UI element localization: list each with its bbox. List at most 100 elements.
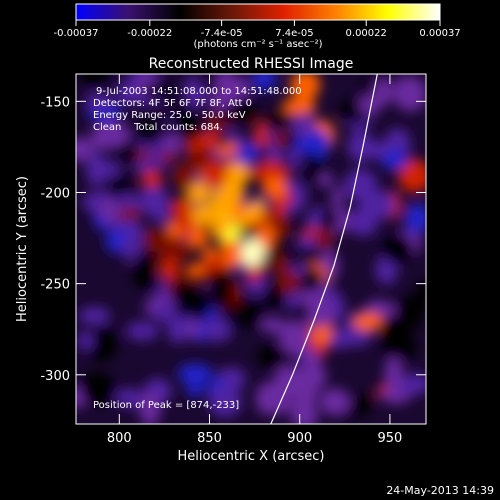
heatmap-blob: [170, 105, 196, 132]
heatmap-blob: [278, 270, 300, 294]
heatmap-blob: [143, 82, 176, 100]
heatmap-blob: [188, 225, 208, 249]
heatmap-blob: [394, 78, 424, 97]
heatmap-blob: [174, 235, 186, 263]
heatmap-blob: [273, 365, 306, 395]
x-tick-label: 850: [197, 431, 222, 446]
heatmap-blob: [151, 202, 170, 222]
heatmap-peak: [240, 238, 265, 267]
heatmap-blob: [178, 210, 194, 235]
heatmap-blob: [224, 76, 251, 103]
heatmap-blob: [205, 256, 225, 272]
heatmap-blob: [173, 164, 196, 190]
heatmap-blob: [290, 401, 319, 424]
heatmap-blob: [217, 110, 228, 127]
heatmap-blob: [319, 388, 350, 416]
heatmap-blob: [285, 289, 299, 310]
heatmap-blob: [201, 162, 228, 188]
heatmap-blob: [216, 131, 230, 148]
y-tick-label: -200: [40, 186, 70, 201]
y-tick-label: -300: [40, 369, 70, 384]
heatmap-blob: [157, 238, 176, 263]
heatmap-blob: [358, 140, 390, 159]
heatmap-blob: [256, 344, 290, 369]
heatmap-blob: [185, 315, 200, 340]
heatmap-blob: [208, 93, 233, 110]
heatmap-blob: [381, 234, 414, 265]
heatmap-blob: [274, 253, 289, 277]
heatmap-blob: [115, 388, 144, 408]
x-tick-label: 900: [287, 431, 312, 446]
heatmap-blob: [152, 303, 176, 323]
heatmap-blob: [186, 183, 212, 204]
heatmap-blob: [301, 349, 321, 366]
heatmap-blob: [78, 74, 110, 86]
heatmap-blob: [290, 74, 321, 100]
heatmap-blob: [415, 278, 426, 302]
heatmap-blob: [205, 329, 232, 341]
heatmap-blob: [186, 372, 204, 399]
heatmap-blob: [389, 312, 423, 331]
x-axis-ticks: 800 850 900 950: [107, 74, 402, 446]
colorbar-gradient: [75, 3, 441, 21]
info-line-2: Detectors: 4F 5F 6F 7F 8F, Att 0: [93, 98, 252, 109]
colorbar-tick-label: 0.00037: [419, 28, 460, 39]
heatmap-blob: [229, 97, 257, 123]
colorbar-tick-label: 0.00022: [346, 28, 387, 39]
heatmap-blob: [193, 288, 212, 316]
peak-position-label: Position of Peak = [874,-233]: [93, 400, 239, 411]
heatmap-blob: [76, 331, 94, 351]
heatmap-blob: [296, 290, 321, 304]
heatmap-blob: [384, 356, 403, 392]
heatmap-blob: [242, 205, 259, 223]
heatmap-blob: [254, 120, 269, 148]
colorbar-tick-label: -0.00022: [127, 28, 172, 39]
heatmap-blob: [228, 163, 250, 185]
heatmap-blob: [278, 320, 311, 357]
heatmap-blob: [167, 315, 189, 344]
heatmap-blob: [171, 281, 194, 306]
heatmap-blob: [258, 260, 273, 275]
heatmap-blob: [163, 132, 183, 155]
info-line-4: Clean Total counts: 684.: [93, 122, 223, 133]
heatmap-blob: [294, 127, 331, 162]
plot-frame: [75, 73, 427, 425]
heatmap-blob: [317, 173, 334, 187]
x-tick-label: 950: [378, 431, 403, 446]
heatmap-blob: [218, 196, 236, 216]
heatmap-blob: [281, 97, 317, 115]
heatmap-blob: [209, 277, 234, 306]
heatmap-blob: [352, 312, 384, 331]
chart-title: Reconstructed RHESSI Image: [149, 56, 354, 72]
heatmap-blob: [262, 176, 287, 199]
heatmap-blob: [117, 207, 142, 221]
heatmap-blob: [79, 371, 115, 405]
heatmap-blob: [296, 112, 308, 134]
heatmap-blob: [314, 229, 335, 249]
x-tick-label: 800: [107, 431, 132, 446]
colorbar-tick-label: -7.4e-05: [201, 28, 243, 39]
heatmap-blob: [265, 114, 283, 133]
heatmap-blob: [301, 162, 316, 183]
heatmap-blob: [144, 227, 159, 252]
heatmap-blob: [373, 78, 393, 106]
info-line-3: Energy Range: 25.0 - 50.0 keV: [93, 110, 246, 121]
heatmap-blob: [261, 159, 280, 176]
heatmap-blob: [141, 170, 163, 188]
heatmap-blob: [242, 301, 264, 330]
heatmap-blob: [187, 264, 206, 276]
heatmap-blob: [208, 386, 242, 418]
y-axis-ticks: -150 -200 -250 -300: [40, 95, 426, 384]
colorbar-unit-label: (photons cm⁻² s⁻¹ asec⁻²): [193, 39, 322, 50]
heatmap-blob: [142, 252, 155, 278]
plot-area: 800 850 900 950 -150 -200 -250 -300 9-Jul-2003…: [40, 73, 427, 446]
heatmap-blob: [76, 137, 94, 162]
heatmap-blob: [184, 82, 207, 108]
heatmap-blob: [125, 136, 138, 165]
heatmap-blob: [221, 244, 242, 269]
heatmap-blob: [360, 190, 397, 220]
heatmap-blob: [299, 266, 324, 292]
x-axis-label: Heliocentric X (arcsec): [178, 449, 325, 464]
heatmap-blob: [196, 211, 222, 224]
heatmap-image: [76, 74, 426, 424]
